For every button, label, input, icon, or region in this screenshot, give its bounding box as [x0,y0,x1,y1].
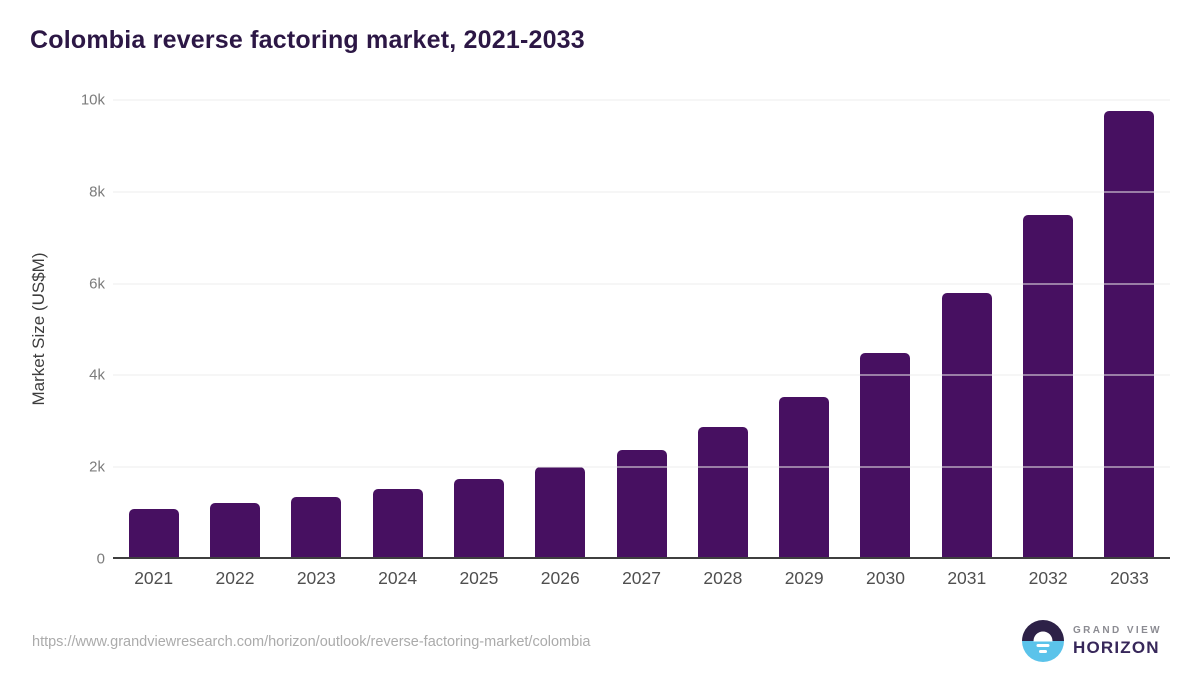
gridline-10k [113,99,1170,101]
bar-2033[interactable] [1104,111,1155,559]
bar-slot-2027 [601,100,682,559]
y-axis-labels: 0 2k 4k 6k 8k 10k [0,92,105,568]
x-axis-line [113,557,1170,559]
bar-2028[interactable] [697,427,748,559]
bar-slot-2029 [764,100,845,559]
grand-view-horizon-logo: GRAND VIEW HORIZON [1022,620,1162,662]
bar-2032[interactable] [1023,214,1074,559]
x-axis-labels: 2021 2022 2023 2024 2025 2026 2027 2028 2029 2030… [113,568,1170,589]
plot-area [113,99,1170,559]
bars-row [113,100,1170,559]
bar-slot-2026 [520,100,601,559]
x-tick-label-2030: 2030 [866,568,905,588]
y-tick-label-4k: 4k [89,366,105,384]
bar-2027[interactable] [616,449,667,559]
horizon-logo-icon [1022,620,1064,662]
bar-slot-2022 [194,100,275,559]
bar-2031[interactable] [941,293,992,559]
logo-reflection-line [1039,650,1047,653]
bar-2030[interactable] [860,353,911,559]
bar-slot-2024 [357,100,438,559]
x-tick-label-2028: 2028 [703,568,743,588]
bar-slot-2031 [926,100,1007,559]
bar-slot-2032 [1007,100,1088,559]
bar-slot-2028 [682,100,763,559]
x-tick-label-2027: 2027 [622,568,661,588]
y-tick-label-10k: 10k [80,91,105,109]
bar-2029[interactable] [779,396,830,559]
x-tick-label-2023: 2023 [296,568,336,588]
bar-slot-2023 [276,100,357,559]
bar-2021[interactable] [128,509,179,559]
y-tick-label-2k: 2k [89,458,105,476]
bar-2025[interactable] [453,479,504,559]
logo-grand-view-label: GRAND VIEW [1073,624,1162,636]
chart-title: Colombia reverse factoring market, 2021-… [30,26,585,54]
bar-slot-2030 [845,100,926,559]
x-tick-label-2029: 2029 [784,568,824,588]
bar-2023[interactable] [291,497,342,559]
source-url: https://www.grandviewresearch.com/horizo… [32,634,591,650]
bar-slot-2025 [438,100,519,559]
gridline-8k [113,191,1170,193]
bar-slot-2033 [1089,100,1170,559]
logo-sky-half [1022,620,1064,641]
logo-horizon-label: HORIZON [1073,637,1160,657]
x-tick-label-2025: 2025 [459,568,499,588]
logo-reflection-line [1036,644,1050,647]
x-tick-label-2024: 2024 [378,568,418,588]
logo-text: GRAND VIEW HORIZON [1073,625,1162,658]
y-tick-label-0: 0 [96,550,105,568]
bar-slot-2021 [113,100,194,559]
x-tick-label-2033: 2033 [1109,568,1149,588]
bar-2026[interactable] [535,466,586,559]
x-tick-label-2032: 2032 [1028,568,1068,588]
bar-2022[interactable] [209,503,260,559]
gridline-2k [113,466,1170,468]
x-tick-label-2022: 2022 [215,568,255,588]
bar-2024[interactable] [372,489,423,559]
x-tick-label-2021: 2021 [134,568,174,588]
gridline-4k [113,374,1170,376]
logo-sun-shape [1033,631,1053,641]
y-tick-label-8k: 8k [89,183,105,201]
y-tick-label-6k: 6k [89,275,105,293]
x-tick-label-2031: 2031 [947,568,987,588]
gridline-6k [113,283,1170,285]
x-tick-label-2026: 2026 [540,568,580,588]
